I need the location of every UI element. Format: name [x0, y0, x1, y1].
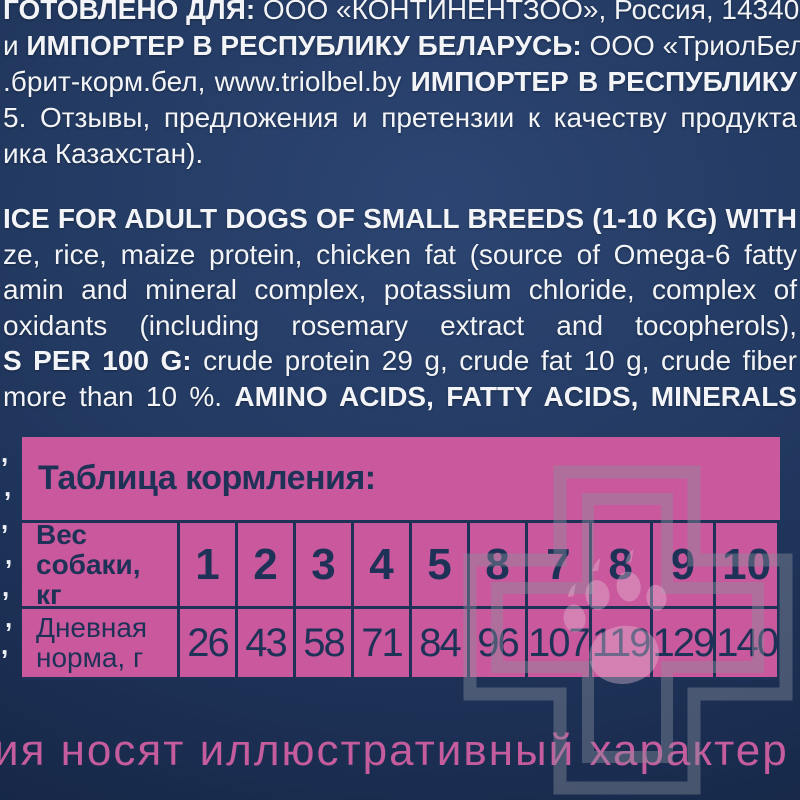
en-line-4: oxidants (including rosemary extract and…: [0, 308, 800, 344]
table-cell-norm: 43: [234, 606, 293, 677]
table-cell-weight: 7: [524, 523, 589, 606]
table-cell-weight: 9: [649, 523, 714, 606]
en-line-4-text: oxidants (including rosemary extract and…: [3, 309, 797, 341]
ru-line-4-text: 5. Отзывы, предложения и претензии к кач…: [3, 102, 797, 133]
table-cell-norm: 26: [177, 606, 235, 677]
ru-line-1-label: ГОТОВЛЕНО ДЛЯ:: [3, 0, 263, 25]
en-line-3: amin and mineral complex, potassium chlo…: [0, 272, 800, 308]
ru-line-2-pre: и: [3, 30, 27, 61]
table-cell-weight: 5: [408, 523, 467, 606]
illustrative-disclaimer-text: ия носят иллюстративный характер: [0, 726, 789, 775]
en-line-6: more than 10 %. AMINO ACIDS, FATTY ACIDS…: [0, 379, 800, 415]
row-label-dog-weight-text: Вес собаки, кг: [36, 518, 141, 610]
table-cell-weight: 4: [350, 523, 409, 606]
table-cell-norm: 140: [713, 606, 779, 677]
table-cell-weight: 3: [292, 523, 351, 606]
en-line-2-text: ze, rice, maize protein, chicken fat (so…: [3, 238, 797, 270]
ru-importer-text-block: ГОТОВЛЕНО ДЛЯ: ООО «КОНТИНЕНТЗОО», Росси…: [0, 0, 800, 172]
left-edge-fragment: ,: [1, 438, 9, 468]
table-cell-weight: 10: [713, 523, 777, 606]
table-cell-norm: 71: [350, 606, 409, 677]
table-cell-weight: 2: [234, 523, 293, 606]
en-line-5-label: S PER 100 G:: [3, 345, 204, 376]
en-line-1-text: ICE FOR ADULT DOGS OF SMALL BREEDS (1-10…: [3, 203, 797, 234]
en-line-5: S PER 100 G: crude protein 29 g, crude f…: [0, 343, 800, 379]
en-composition-text-block: ICE FOR ADULT DOGS OF SMALL BREEDS (1-10…: [0, 201, 800, 414]
row-label-dog-weight: Вес собаки, кг: [22, 519, 177, 609]
table-cell-norm: 119: [588, 606, 651, 677]
left-edge-fragment: ,: [4, 472, 12, 502]
en-line-2: ze, rice, maize protein, chicken fat (so…: [0, 237, 800, 273]
left-edge-fragment: ,: [1, 505, 9, 535]
left-edge-fragment: ,: [2, 572, 10, 602]
ru-line-3: .брит-корм.бел, www.triolbel.by ИМПОРТЕР…: [0, 64, 800, 100]
ru-line-4: 5. Отзывы, предложения и претензии к кач…: [0, 100, 800, 136]
table-cell-norm: 58: [292, 606, 351, 677]
table-cell-norm: 129: [649, 606, 715, 677]
ru-line-2-label: ИМПОРТЕР В РЕСПУБЛИКУ БЕЛАРУСЬ:: [26, 30, 590, 61]
ru-line-2-text: ООО «ТриолБел»,: [589, 30, 800, 61]
en-line-6-label: AMINO ACIDS, FATTY ACIDS, MINERALS: [234, 380, 797, 412]
left-edge-fragment: ,: [1, 630, 9, 660]
feeding-table-panel: Таблица кормления: Вес собаки, кг 1 2 3 …: [22, 437, 780, 680]
row-label-daily-norm-text: Дневная норма, г: [36, 612, 148, 673]
ru-line-1: ГОТОВЛЕНО ДЛЯ: ООО «КОНТИНЕНТЗОО», Росси…: [0, 0, 800, 28]
ru-line-3-pre: .брит-корм.бел, www.triolbel.by: [3, 66, 411, 97]
en-line-3-text: amin and mineral complex, potassium chlo…: [3, 274, 797, 305]
table-cell-weight: 1: [177, 523, 235, 606]
table-cell-norm: 107: [524, 606, 591, 677]
en-line-5-text: crude protein 29 g, crude fat 10 g, crud…: [203, 345, 798, 376]
table-cell-norm: 96: [466, 606, 525, 677]
left-edge-fragment: ,: [5, 540, 13, 570]
ru-line-5-text: ика Казахстан).: [3, 138, 204, 169]
ru-line-2: и ИМПОРТЕР В РЕСПУБЛИКУ БЕЛАРУСЬ: ООО «Т…: [0, 28, 800, 64]
table-cell-norm: 84: [408, 606, 467, 677]
table-cell-weight: 8: [466, 523, 525, 606]
left-edge-fragment: ,: [5, 603, 13, 633]
table-cell-weight: 8: [588, 523, 650, 606]
ru-line-1-text: ООО «КОНТИНЕНТЗОО», Россия, 143402,: [262, 0, 800, 25]
ru-line-3-label: ИМПОРТЕР В РЕСПУБЛИКУ: [410, 66, 797, 97]
row-label-daily-norm: Дневная норма, г: [22, 606, 177, 677]
ru-line-5: ика Казахстан).: [0, 136, 800, 172]
feeding-table-grid: Вес собаки, кг 1 2 3 4 5 8 7 8 9 10 Днев…: [22, 519, 780, 680]
feeding-table-title: Таблица кормления:: [38, 459, 376, 497]
en-line-1: ICE FOR ADULT DOGS OF SMALL BREEDS (1-10…: [0, 201, 800, 237]
en-line-6-pre: more than 10 %.: [3, 380, 235, 412]
